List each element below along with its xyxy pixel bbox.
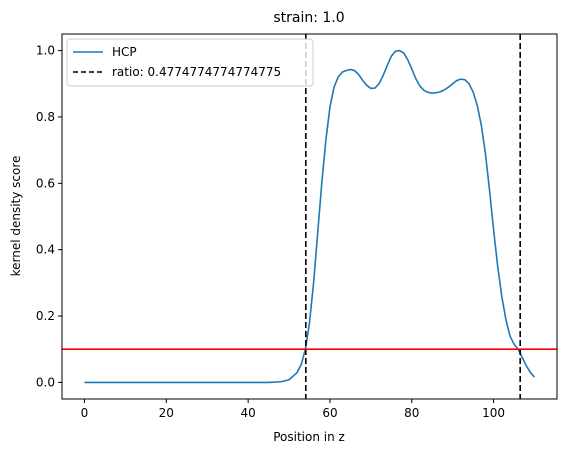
- x-tick-label: 60: [322, 406, 337, 420]
- y-tick-label: 0.2: [36, 309, 55, 323]
- y-tick-label: 0.4: [36, 243, 55, 257]
- y-tick-label: 1.0: [36, 44, 55, 58]
- x-axis-ticks: 0 20 40 60 80 100: [81, 399, 505, 420]
- x-tick-label: 40: [240, 406, 255, 420]
- legend-label-ratio: ratio: 0.4774774774774775: [112, 65, 281, 79]
- x-tick-label: 20: [159, 406, 174, 420]
- y-axis-label: kernel density score: [9, 156, 23, 277]
- y-tick-label: 0.8: [36, 110, 55, 124]
- x-tick-label: 0: [81, 406, 89, 420]
- legend-box: [66, 38, 314, 87]
- x-tick-label: 80: [404, 406, 419, 420]
- legend-label-hcp: HCP: [112, 45, 137, 59]
- y-tick-label: 0.6: [36, 176, 55, 190]
- axes-frame: [61, 33, 558, 400]
- y-tick-label: 0.0: [36, 375, 55, 389]
- legend: HCP ratio: 0.4774774774774775: [66, 38, 314, 87]
- x-axis-label: Position in z: [273, 430, 345, 444]
- plot-area: [62, 34, 557, 399]
- x-tick-label: 100: [482, 406, 505, 420]
- series-line-hcp: [84, 49, 536, 384]
- chart-title: strain: 1.0: [273, 10, 344, 26]
- y-axis-ticks: 0.0 0.2 0.4 0.6 0.8 1.0: [36, 44, 62, 389]
